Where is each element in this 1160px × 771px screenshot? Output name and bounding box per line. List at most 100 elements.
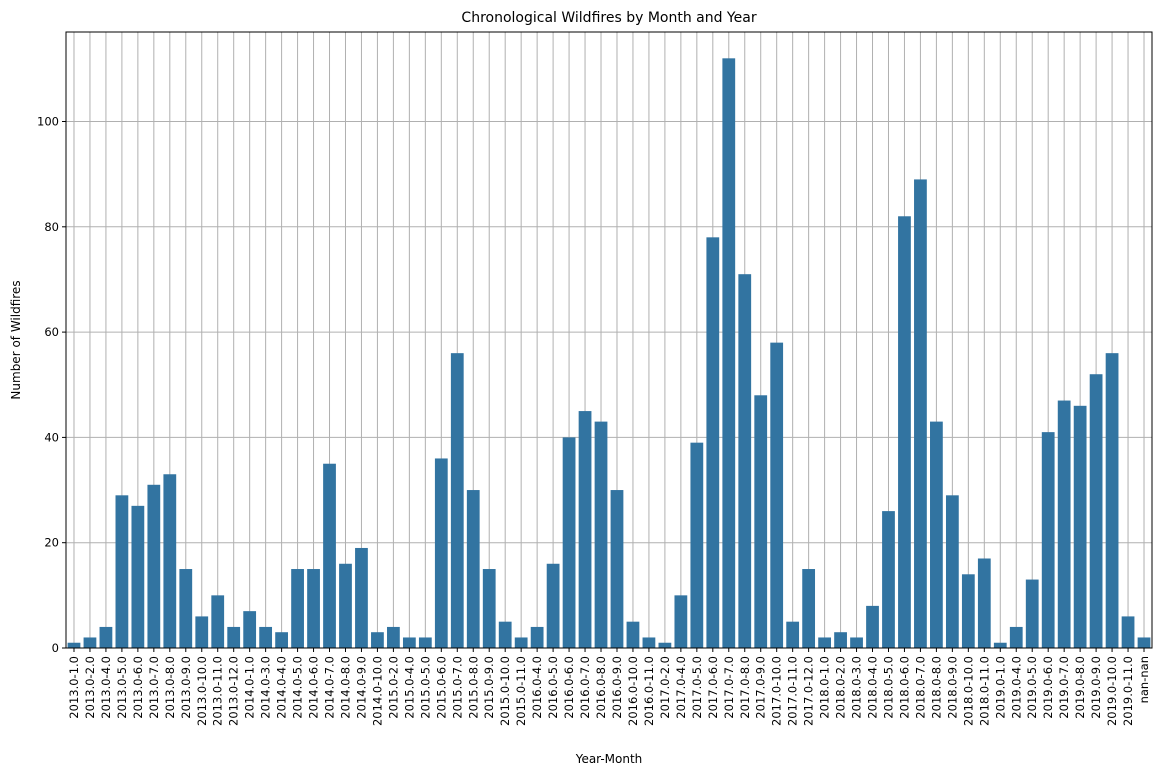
bar bbox=[914, 179, 927, 648]
x-tick-label: 2015.0-7.0 bbox=[450, 656, 464, 719]
x-tick-label: 2015.0-4.0 bbox=[402, 656, 416, 719]
x-tick-label: 2016.0-6.0 bbox=[562, 656, 576, 719]
x-tick-label: 2013.0-4.0 bbox=[99, 656, 113, 719]
bar bbox=[945, 495, 959, 648]
x-tick-label: 2019.0-10.0 bbox=[1105, 656, 1119, 726]
bar bbox=[882, 511, 895, 648]
x-tick-label: 2015.0-11.0 bbox=[514, 656, 528, 726]
x-tick-label: 2019.0-8.0 bbox=[1073, 656, 1087, 719]
y-tick-label: 60 bbox=[44, 325, 59, 339]
x-tick-label: 2016.0-8.0 bbox=[594, 656, 608, 719]
x-tick-label: 2015.0-2.0 bbox=[386, 656, 400, 719]
x-tick-label: 2014.0-1.0 bbox=[243, 656, 257, 719]
bar bbox=[961, 574, 975, 648]
bar bbox=[866, 605, 879, 648]
x-tick-label: 2017.0-4.0 bbox=[674, 656, 688, 719]
bar bbox=[387, 626, 400, 648]
bar bbox=[754, 395, 768, 648]
bar bbox=[1089, 374, 1103, 648]
x-tick-label: 2018.0-7.0 bbox=[913, 656, 927, 719]
x-tick-label: 2018.0-3.0 bbox=[850, 656, 864, 719]
bar bbox=[99, 626, 113, 648]
bar bbox=[993, 642, 1007, 648]
bar bbox=[323, 463, 336, 648]
x-tick-label: 2013.0-9.0 bbox=[179, 656, 193, 719]
y-tick-label: 0 bbox=[52, 641, 59, 655]
x-tick-label: 2014.0-9.0 bbox=[354, 656, 368, 719]
x-tick-label: 2013.0-12.0 bbox=[227, 656, 241, 726]
x-tick-label: 2018.0-1.0 bbox=[818, 656, 832, 719]
x-tick-label: 2018.0-8.0 bbox=[929, 656, 943, 719]
x-tick-label: 2014.0-4.0 bbox=[275, 656, 289, 719]
x-tick-label: 2018.0-11.0 bbox=[977, 656, 991, 726]
x-axis-ticks: 2013.0-1.0 2013.0-2.0 2013.0-4.0 2013.0-5.0… bbox=[67, 648, 1151, 726]
bar bbox=[339, 563, 352, 648]
y-tick-label: 80 bbox=[44, 220, 59, 234]
x-tick-label: 2017.0-7.0 bbox=[722, 656, 736, 719]
bar bbox=[179, 569, 193, 648]
bar bbox=[1121, 616, 1135, 648]
bars bbox=[67, 58, 1151, 649]
x-tick-label: 2019.0-5.0 bbox=[1025, 656, 1039, 719]
x-tick-label: 2017.0-11.0 bbox=[786, 656, 800, 726]
x-tick-label: 2019.0-4.0 bbox=[1009, 656, 1023, 719]
x-tick-label: 2014.0-5.0 bbox=[291, 656, 305, 719]
x-tick-label: 2013.0-10.0 bbox=[195, 656, 209, 726]
grid-lines bbox=[66, 32, 1152, 649]
y-tick-label: 40 bbox=[44, 430, 59, 444]
x-tick-label: 2014.0-8.0 bbox=[338, 656, 352, 719]
bar bbox=[147, 484, 161, 648]
bar bbox=[1041, 432, 1055, 648]
x-tick-label: 2018.0-9.0 bbox=[945, 656, 959, 719]
bar bbox=[690, 442, 704, 648]
x-tick-label: 2016.0-11.0 bbox=[642, 656, 656, 726]
bar bbox=[450, 353, 464, 648]
y-tick-label: 20 bbox=[44, 536, 59, 550]
bar bbox=[211, 595, 225, 648]
x-tick-label: 2019.0-7.0 bbox=[1057, 656, 1071, 719]
bar bbox=[434, 458, 448, 648]
y-axis-ticks: 0 20 40 60 80 100 bbox=[37, 115, 66, 655]
x-tick-label: 2016.0-10.0 bbox=[626, 656, 640, 726]
bar bbox=[1137, 637, 1151, 648]
x-tick-label: 2019.0-9.0 bbox=[1089, 656, 1103, 719]
bar bbox=[546, 563, 560, 648]
bar bbox=[802, 569, 816, 648]
x-tick-label: 2013.0-11.0 bbox=[211, 656, 225, 726]
x-tick-label: 2016.0-4.0 bbox=[530, 656, 544, 719]
bar bbox=[706, 237, 720, 649]
x-tick-label: 2016.0-7.0 bbox=[578, 656, 592, 719]
bar bbox=[1009, 626, 1023, 648]
x-tick-label: 2017.0-10.0 bbox=[770, 656, 784, 726]
x-tick-label: 2013.0-6.0 bbox=[131, 656, 145, 719]
bar bbox=[195, 616, 209, 648]
bar bbox=[131, 505, 145, 648]
x-tick-label: 2015.0-8.0 bbox=[466, 656, 480, 719]
bar bbox=[1073, 405, 1087, 648]
x-tick-label: 2014.0-6.0 bbox=[307, 656, 321, 719]
bar bbox=[786, 621, 800, 648]
bar bbox=[259, 626, 273, 648]
y-tick-label: 100 bbox=[37, 115, 59, 129]
bar bbox=[243, 611, 257, 648]
bar bbox=[770, 342, 784, 648]
x-tick-label: 2013.0-8.0 bbox=[163, 656, 177, 719]
x-tick-label: 2016.0-9.0 bbox=[610, 656, 624, 719]
bar bbox=[626, 621, 640, 648]
x-tick-label: 2019.0-1.0 bbox=[993, 656, 1007, 719]
bar bbox=[355, 547, 368, 648]
x-tick-label: 2014.0-7.0 bbox=[323, 656, 337, 719]
x-tick-label: 2015.0-5.0 bbox=[418, 656, 432, 719]
x-tick-label: 2013.0-5.0 bbox=[115, 656, 129, 719]
x-tick-label: 2013.0-1.0 bbox=[67, 656, 81, 719]
bar bbox=[642, 637, 656, 648]
bar bbox=[594, 421, 608, 648]
bar bbox=[1105, 353, 1119, 648]
x-tick-label: 2013.0-2.0 bbox=[83, 656, 97, 719]
bar bbox=[227, 626, 241, 648]
bar bbox=[498, 621, 512, 648]
bar bbox=[722, 58, 736, 649]
x-tick-label: 2018.0-2.0 bbox=[834, 656, 848, 719]
x-tick-label: 2018.0-10.0 bbox=[961, 656, 975, 726]
x-tick-label: 2013.0-7.0 bbox=[147, 656, 161, 719]
